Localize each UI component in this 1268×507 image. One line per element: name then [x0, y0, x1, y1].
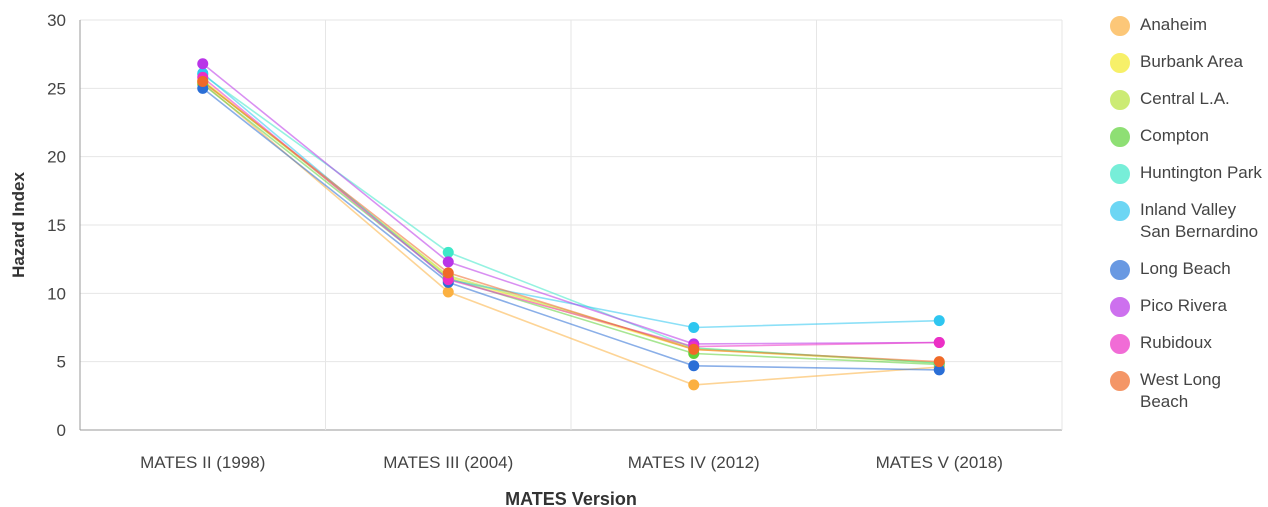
data-point[interactable] [442, 286, 454, 298]
data-point[interactable] [197, 58, 209, 70]
legend-item[interactable]: Inland Valley San Bernardino [1110, 199, 1268, 243]
data-point[interactable] [197, 76, 209, 87]
legend-item[interactable]: Compton [1110, 125, 1268, 147]
legend-item[interactable]: Pico Rivera [1110, 295, 1268, 317]
series-line [202, 63, 940, 345]
legend-item[interactable]: Long Beach [1110, 258, 1268, 280]
y-tick-label: 20 [47, 148, 66, 167]
legend-label: Inland Valley San Bernardino [1140, 200, 1259, 241]
data-point[interactable] [933, 356, 945, 368]
y-tick-label: 10 [47, 284, 66, 303]
series-lines [202, 63, 940, 386]
series-line [202, 76, 940, 348]
legend-label: Central L.A. [1140, 89, 1230, 108]
series-line [202, 87, 940, 371]
legend-label: Rubidoux [1140, 333, 1212, 352]
legend-marker [1110, 16, 1130, 36]
legend-label: Long Beach [1140, 259, 1231, 278]
legend-marker [1110, 260, 1130, 280]
x-tick-label: MATES IV (2012) [628, 453, 760, 472]
legend-label: Compton [1140, 126, 1209, 145]
data-point[interactable] [688, 322, 700, 333]
x-tick-label: MATES II (1998) [140, 453, 265, 472]
legend-item[interactable]: Rubidoux [1110, 332, 1268, 354]
legend-label: West Long Beach [1140, 370, 1221, 411]
legend-item[interactable]: Huntington Park [1110, 162, 1268, 184]
y-tick-label: 0 [57, 421, 66, 440]
data-point[interactable] [442, 256, 454, 268]
data-point[interactable] [688, 343, 700, 355]
legend-marker [1110, 201, 1130, 221]
x-axis-ticks: MATES II (1998) MATES III (2004) MATES IV … [140, 453, 1003, 472]
chart-legend: Anaheim Burbank Area Central L.A. Compton Hu… [1110, 14, 1268, 428]
y-tick-label: 15 [47, 216, 66, 235]
data-point[interactable] [933, 337, 945, 349]
data-point[interactable] [688, 379, 700, 391]
data-point[interactable] [442, 246, 454, 258]
legend-marker [1110, 297, 1130, 317]
legend-item[interactable]: Anaheim [1110, 14, 1268, 36]
y-axis-label: Hazard Index [9, 172, 28, 278]
legend-label: Huntington Park [1140, 163, 1262, 182]
y-tick-label: 25 [47, 79, 66, 98]
legend-marker [1110, 53, 1130, 73]
series-points [197, 58, 945, 391]
data-point[interactable] [688, 360, 700, 372]
y-tick-label: 5 [57, 353, 66, 372]
y-tick-label: 30 [47, 11, 66, 30]
legend-item[interactable]: Central L.A. [1110, 88, 1268, 110]
data-point[interactable] [933, 364, 945, 376]
legend-item[interactable]: West Long Beach [1110, 369, 1268, 413]
x-tick-label: MATES V (2018) [876, 453, 1003, 472]
legend-marker [1110, 127, 1130, 147]
chart-grid [79, 19, 1063, 431]
series-line [202, 80, 940, 363]
series-line [202, 83, 940, 366]
legend-marker [1110, 371, 1130, 391]
legend-label: Burbank Area [1140, 52, 1244, 71]
line-chart: 0 5 10 15 20 25 30 MATES II (1998) MATES III (2… [9, 11, 1063, 507]
y-axis-ticks: 0 5 10 15 20 25 30 [47, 11, 66, 440]
legend-label: Anaheim [1140, 15, 1208, 34]
legend-item[interactable]: Burbank Area [1110, 51, 1268, 73]
legend-marker [1110, 334, 1130, 354]
data-point[interactable] [442, 267, 454, 279]
x-tick-label: MATES III (2004) [383, 453, 513, 472]
legend-marker [1110, 90, 1130, 110]
legend-label: Pico Rivera [1140, 296, 1227, 315]
data-point[interactable] [933, 315, 945, 327]
x-axis-label: MATES Version [505, 489, 637, 507]
series-line [202, 82, 940, 386]
legend-marker [1110, 164, 1130, 184]
